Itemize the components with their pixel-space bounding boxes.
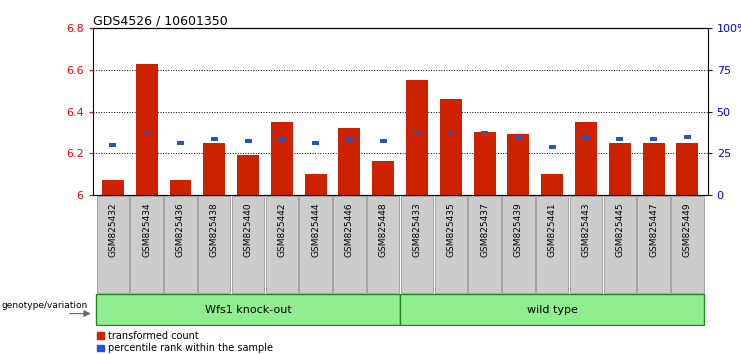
Text: GSM825442: GSM825442	[277, 202, 286, 257]
FancyBboxPatch shape	[671, 196, 704, 293]
FancyBboxPatch shape	[165, 196, 196, 293]
Bar	[650, 137, 657, 141]
Text: GSM825449: GSM825449	[683, 202, 692, 257]
Bar	[143, 131, 150, 135]
Bar	[515, 135, 522, 138]
FancyBboxPatch shape	[333, 196, 365, 293]
Bar	[582, 135, 590, 138]
Text: GSM825441: GSM825441	[548, 202, 556, 257]
Text: GSM825437: GSM825437	[480, 202, 489, 257]
Bar	[379, 139, 387, 143]
Text: GSM825440: GSM825440	[244, 202, 253, 257]
FancyBboxPatch shape	[198, 196, 230, 293]
Bar	[279, 137, 285, 141]
FancyBboxPatch shape	[435, 196, 467, 293]
Text: GSM825439: GSM825439	[514, 202, 523, 257]
Text: GSM825448: GSM825448	[379, 202, 388, 257]
Bar	[575, 122, 597, 195]
Text: GSM825436: GSM825436	[176, 202, 185, 257]
Bar	[473, 132, 496, 195]
FancyBboxPatch shape	[400, 295, 704, 325]
Bar	[237, 155, 259, 195]
Bar	[448, 131, 454, 135]
FancyBboxPatch shape	[367, 196, 399, 293]
Bar	[406, 80, 428, 195]
Text: GSM825446: GSM825446	[345, 202, 354, 257]
FancyBboxPatch shape	[536, 196, 568, 293]
FancyBboxPatch shape	[502, 196, 535, 293]
FancyBboxPatch shape	[637, 196, 670, 293]
Bar	[210, 137, 218, 141]
Text: GSM825432: GSM825432	[108, 202, 117, 257]
FancyBboxPatch shape	[130, 196, 163, 293]
Bar	[481, 131, 488, 135]
Text: GSM825445: GSM825445	[615, 202, 625, 257]
Bar	[245, 139, 252, 143]
Bar	[508, 135, 529, 195]
Bar	[203, 143, 225, 195]
Text: Wfs1 knock-out: Wfs1 knock-out	[205, 305, 291, 315]
Text: GSM825447: GSM825447	[649, 202, 658, 257]
Text: genotype/variation: genotype/variation	[1, 301, 88, 310]
FancyBboxPatch shape	[468, 196, 501, 293]
FancyBboxPatch shape	[96, 295, 400, 325]
Bar	[110, 143, 116, 147]
Text: GSM825438: GSM825438	[210, 202, 219, 257]
Bar	[177, 141, 184, 145]
Bar	[170, 180, 191, 195]
Text: GSM825434: GSM825434	[142, 202, 151, 257]
Bar	[413, 131, 421, 135]
Bar	[339, 128, 360, 195]
Text: wild type: wild type	[527, 305, 578, 315]
Text: GSM825443: GSM825443	[582, 202, 591, 257]
Text: GSM825435: GSM825435	[446, 202, 455, 257]
Bar	[642, 143, 665, 195]
FancyBboxPatch shape	[265, 196, 298, 293]
Bar	[271, 122, 293, 195]
Text: GDS4526 / 10601350: GDS4526 / 10601350	[93, 14, 227, 27]
Bar	[136, 64, 158, 195]
FancyBboxPatch shape	[401, 196, 433, 293]
Bar	[305, 174, 327, 195]
FancyBboxPatch shape	[604, 196, 636, 293]
Bar	[684, 135, 691, 138]
Bar	[617, 137, 623, 141]
Bar	[346, 137, 353, 141]
Bar	[677, 143, 698, 195]
Bar	[609, 143, 631, 195]
FancyBboxPatch shape	[96, 196, 129, 293]
Text: GSM825433: GSM825433	[413, 202, 422, 257]
Bar	[372, 161, 394, 195]
Bar	[541, 174, 563, 195]
Legend: transformed count, percentile rank within the sample: transformed count, percentile rank withi…	[98, 331, 273, 353]
Text: GSM825444: GSM825444	[311, 202, 320, 257]
FancyBboxPatch shape	[299, 196, 332, 293]
FancyBboxPatch shape	[232, 196, 265, 293]
Bar	[102, 180, 124, 195]
Bar	[312, 141, 319, 145]
FancyBboxPatch shape	[570, 196, 602, 293]
Bar	[548, 145, 556, 149]
Bar	[440, 99, 462, 195]
